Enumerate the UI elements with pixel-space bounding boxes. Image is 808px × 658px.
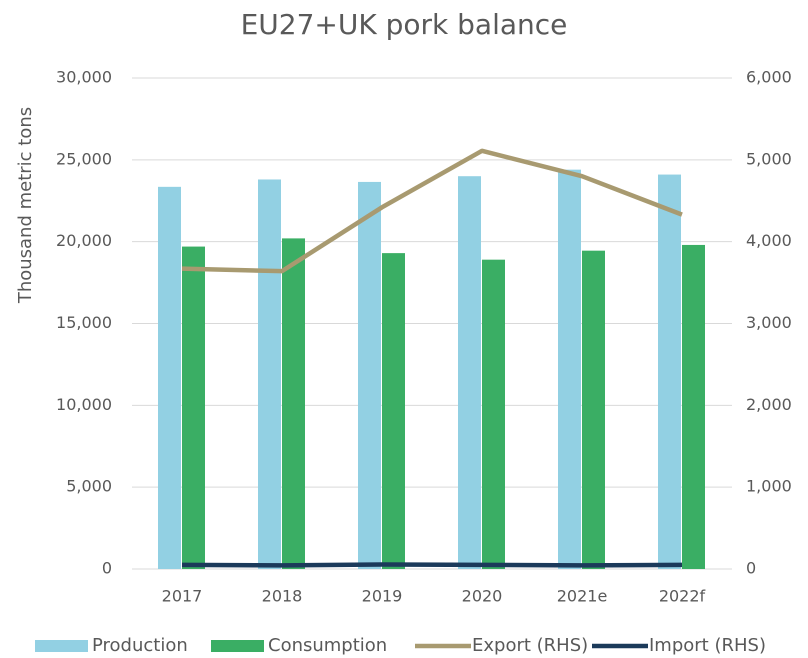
legend-label: Export (RHS) (472, 635, 588, 656)
y2-tick-label: 3,000 (746, 313, 792, 332)
bar (682, 244, 705, 569)
line-series (181, 148, 683, 274)
y-tick-label: 10,000 (56, 395, 112, 414)
y-tick-label: 25,000 (56, 149, 112, 168)
legend-label: Production (92, 635, 188, 656)
y2-tick-label: 0 (746, 559, 756, 578)
y-tick-label: 15,000 (56, 313, 112, 332)
bar (558, 169, 581, 570)
y-axis-label: Thousand metric tons (15, 107, 36, 304)
x-tick-label: 2018 (262, 587, 303, 606)
legend-swatch (211, 640, 264, 652)
x-tick-label: 2017 (162, 587, 203, 606)
y-tick-label: 30,000 (56, 68, 112, 87)
y-tick-label: 20,000 (56, 231, 112, 250)
y2-tick-label: 6,000 (746, 68, 792, 87)
y2-tick-label: 1,000 (746, 477, 792, 496)
bar (458, 176, 481, 569)
bar (582, 250, 605, 569)
bar (382, 253, 405, 569)
line-series (181, 562, 683, 568)
bar (482, 259, 505, 569)
legend-swatch (35, 640, 88, 652)
chart-title: EU27+UK pork balance (241, 8, 568, 41)
x-tick-label: 2022f (659, 587, 706, 606)
bar (358, 181, 381, 569)
legend-label: Consumption (268, 635, 387, 656)
x-tick-label: 2020 (462, 587, 503, 606)
bar (282, 238, 305, 570)
bar (258, 179, 281, 569)
bar (158, 186, 181, 570)
y2-tick-label: 5,000 (746, 149, 792, 168)
y2-tick-label: 2,000 (746, 395, 792, 414)
x-tick-label: 2021e (557, 587, 608, 606)
y-tick-label: 0 (102, 559, 112, 578)
bar (182, 246, 205, 569)
legend-label: Import (RHS) (649, 635, 766, 656)
y2-tick-label: 4,000 (746, 231, 792, 250)
x-tick-label: 2019 (362, 587, 403, 606)
bar (658, 174, 681, 569)
y-tick-label: 5,000 (66, 477, 112, 496)
